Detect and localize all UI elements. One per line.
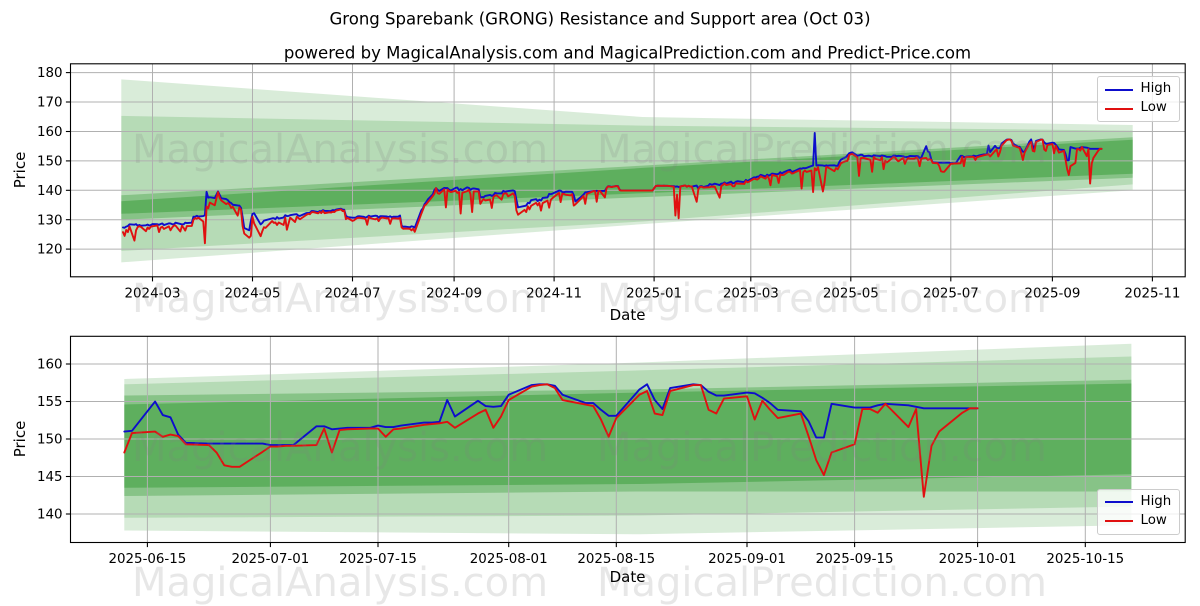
legend-label-low: Low	[1140, 513, 1167, 529]
gridlines	[70, 63, 1186, 277]
y-tick-label: 140	[37, 508, 63, 523]
x-axis-label-top: Date	[609, 306, 646, 324]
y-tick-label: 160	[37, 125, 63, 140]
chart-title: Grong Sparebank (GRONG) Resistance and S…	[329, 9, 871, 29]
axes-spines	[69, 63, 1186, 278]
high-price-line	[123, 383, 979, 446]
ticks	[65, 72, 1153, 282]
tick-labels: 120 130 140 150 160 170 180 2024-03 2024-05 2024-…	[37, 66, 1180, 301]
low-price-line	[122, 138, 1103, 245]
tick-labels: 140 145 150 155 160 2025-06-15 2025-07-01 2025-…	[37, 358, 1124, 567]
x-tick-label: 2025-08-15	[577, 552, 655, 567]
x-tick-label: 2024-11	[526, 286, 582, 301]
plot-lines	[123, 383, 979, 498]
x-tick-label: 2025-09-01	[708, 552, 786, 567]
y-tick-label: 120	[37, 243, 63, 258]
legend-label-high: High	[1140, 81, 1172, 97]
legend-top: High Low	[1096, 76, 1181, 122]
legend-label-high: High	[1140, 494, 1172, 510]
y-tick-label: 150	[37, 433, 63, 448]
x-tick-label: 2025-10-15	[1046, 552, 1124, 567]
x-tick-label: 2025-09-15	[816, 552, 894, 567]
low-line-swatch	[1104, 107, 1133, 110]
x-tick-label: 2025-10-01	[939, 552, 1017, 567]
plot-lines	[122, 131, 1103, 245]
x-tick-label: 2025-06-15	[108, 552, 186, 567]
y-tick-label: 145	[37, 470, 63, 485]
x-tick-label: 2025-07	[923, 286, 979, 301]
y-axis-label-bottom: Price	[11, 421, 29, 458]
x-tick-label: 2024-05	[225, 286, 281, 301]
x-tick-label: 2024-03	[125, 286, 181, 301]
support-resistance-band	[121, 139, 1133, 214]
legend-entry-low: Low	[1104, 512, 1172, 531]
y-tick-label: 140	[37, 184, 63, 199]
legend-entry-high: High	[1104, 493, 1172, 512]
support-resistance-band	[124, 356, 1132, 518]
x-tick-label: 2025-07-15	[339, 552, 417, 567]
support-resistance-band	[124, 379, 1132, 496]
y-tick-label: 160	[37, 358, 63, 373]
y-tick-label: 130	[37, 213, 63, 228]
y-tick-label: 180	[37, 66, 63, 81]
x-tick-label: 2025-11	[1124, 286, 1180, 301]
x-tick-label: 2025-08-01	[470, 552, 548, 567]
high-line-swatch	[1104, 88, 1133, 91]
legend-entry-low: Low	[1104, 99, 1172, 118]
x-tick-label: 2024-07	[325, 286, 381, 301]
legend-bottom: High Low	[1096, 488, 1181, 535]
support-resistance-band	[121, 137, 1133, 220]
x-tick-label: 2025-03	[723, 286, 779, 301]
y-tick-label: 155	[37, 395, 63, 410]
legend-entry-high: High	[1104, 80, 1172, 99]
y-axis-label-top: Price	[11, 152, 29, 189]
chart-subtitle: powered by MagicalAnalysis.com and Magic…	[283, 43, 972, 63]
low-price-line	[123, 383, 979, 498]
x-tick-label: 2025-09	[1024, 286, 1080, 301]
legend-label-low: Low	[1140, 100, 1167, 116]
x-tick-label: 2025-05	[823, 286, 879, 301]
x-tick-label: 2025-07-01	[231, 552, 309, 567]
x-tick-label: 2024-09	[426, 286, 482, 301]
low-line-swatch	[1104, 520, 1133, 523]
ticks	[65, 363, 1086, 548]
support-resistance-band	[121, 115, 1133, 251]
y-tick-label: 150	[37, 155, 63, 170]
high-line-swatch	[1104, 501, 1133, 504]
x-tick-label: 2025-01	[626, 286, 682, 301]
x-axis-label-bottom: Date	[609, 568, 646, 586]
y-tick-label: 170	[37, 96, 63, 111]
